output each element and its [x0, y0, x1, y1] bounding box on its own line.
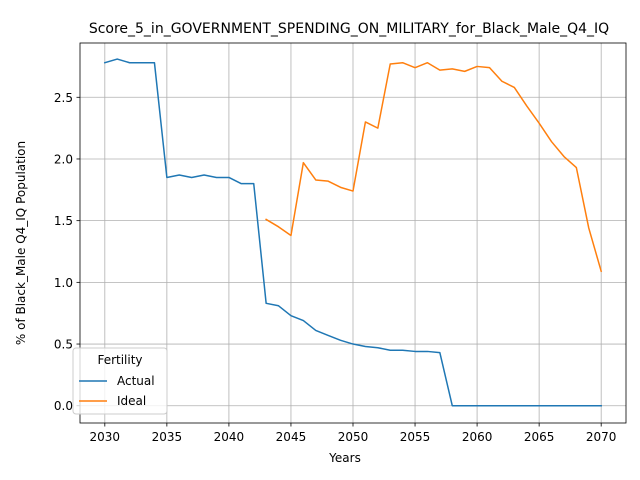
- x-tick-label: 2040: [214, 430, 245, 444]
- y-tick-label: 0.5: [54, 338, 73, 352]
- y-axis-ticks: 0.0 0.5 1.0 1.5 2.0 2.5: [54, 91, 80, 413]
- legend-title: Fertility: [97, 353, 142, 367]
- legend: Fertility Actual Ideal: [72, 347, 168, 415]
- series-line-actual: [103, 58, 602, 407]
- y-tick-label: 1.0: [54, 276, 73, 290]
- x-axis-label: Years: [328, 451, 361, 465]
- x-tick-label: 2060: [462, 430, 493, 444]
- y-tick-label: 2.0: [54, 152, 73, 166]
- y-tick-label: 1.5: [54, 214, 73, 228]
- legend-label-actual: Actual: [117, 374, 155, 388]
- legend-box: [72, 347, 168, 415]
- legend-label-ideal: Ideal: [117, 394, 146, 408]
- x-tick-label: 2030: [90, 430, 121, 444]
- y-tick-label: 0.0: [54, 399, 73, 413]
- y-tick-label: 2.5: [54, 91, 73, 105]
- x-tick-label: 2055: [400, 430, 431, 444]
- x-axis-ticks: 2030 2035 2040 2045 2050 2055 2060 2065 2070: [90, 423, 617, 444]
- grid: [80, 43, 626, 423]
- x-tick-label: 2050: [338, 430, 369, 444]
- chart-title: Score_5_in_GOVERNMENT_SPENDING_ON_MILITA…: [89, 21, 609, 37]
- x-tick-label: 2070: [586, 430, 617, 444]
- series-line-ideal: [265, 61, 603, 273]
- y-axis-label: % of Black_Male Q4_IQ Population: [14, 141, 28, 345]
- series-lines: [103, 58, 603, 407]
- x-tick-label: 2065: [524, 430, 555, 444]
- x-tick-label: 2035: [152, 430, 183, 444]
- x-tick-label: 2045: [276, 430, 307, 444]
